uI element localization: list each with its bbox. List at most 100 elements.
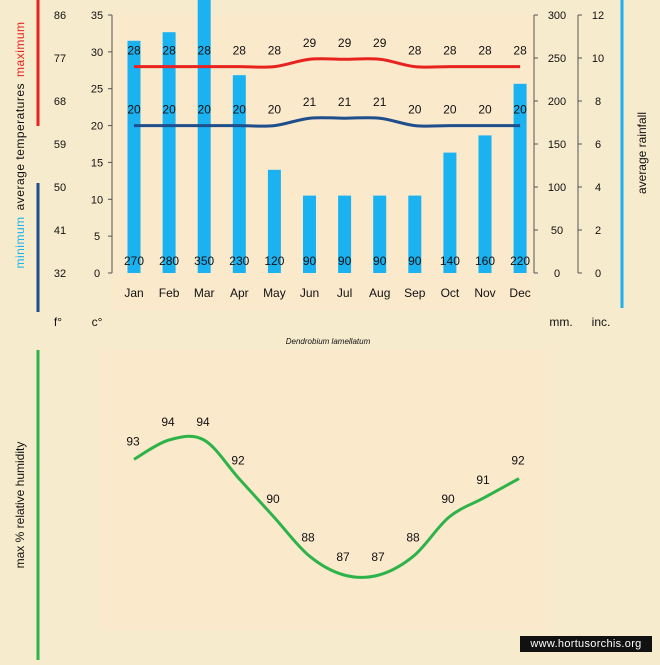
fahrenheit-unit-label: f° <box>54 315 62 329</box>
month-tick-label: Oct <box>441 286 460 300</box>
celsius-tick-label: 0 <box>94 268 100 280</box>
minimum-label: minimum <box>13 216 27 268</box>
maximum-label: maximum <box>13 21 27 77</box>
humidity-data-label: 92 <box>511 454 525 468</box>
mm-unit-label: mm. <box>549 315 572 329</box>
minimum-data-label: 20 <box>443 103 457 117</box>
fahrenheit-tick-label: 68 <box>54 96 66 108</box>
minimum-data-label: 20 <box>478 103 492 117</box>
fahrenheit-tick-label: 50 <box>54 182 66 194</box>
rainfall-data-label: 140 <box>440 254 460 268</box>
celsius-tick-label: 25 <box>91 84 103 96</box>
average-temperatures-label: average temperatures <box>13 83 27 210</box>
humidity-axis-label: max % relative humidity <box>13 442 27 569</box>
maximum-data-label: 28 <box>478 44 492 58</box>
minimum-data-label: 21 <box>373 95 387 109</box>
humidity-data-label: 94 <box>161 415 175 429</box>
humidity-data-label: 88 <box>301 531 315 545</box>
rainfall-data-label: 120 <box>264 254 284 268</box>
rainfall-inch-tick-label: 8 <box>595 96 601 108</box>
month-tick-label: Dec <box>509 286 530 300</box>
rainfall-bar <box>443 152 457 273</box>
month-tick-label: Feb <box>159 286 180 300</box>
month-tick-label: Jan <box>124 286 143 300</box>
rainfall-bar <box>478 135 492 273</box>
maximum-data-label: 28 <box>127 44 141 58</box>
fahrenheit-tick-label: 41 <box>54 225 66 237</box>
humidity-data-label: 91 <box>476 473 490 487</box>
humidity-data-label: 87 <box>371 550 385 564</box>
minimum-data-label: 20 <box>513 103 527 117</box>
maximum-data-label: 28 <box>408 44 422 58</box>
rainfall-mm-tick-label: 50 <box>551 225 563 237</box>
humidity-plot-area <box>100 350 552 630</box>
minimum-temperature-line <box>134 116 521 128</box>
celsius-tick-label: 5 <box>94 231 100 243</box>
rainfall-data-label: 350 <box>194 254 214 268</box>
rainfall-data-label: 230 <box>229 254 249 268</box>
temperature-axis-label: minimum average temperatures maximum <box>13 21 27 268</box>
maximum-data-label: 28 <box>513 44 527 58</box>
rainfall-bar <box>338 195 352 273</box>
watermark: www.hortusorchis.org <box>520 636 652 652</box>
minimum-data-label: 20 <box>162 103 176 117</box>
rainfall-data-label: 90 <box>338 254 352 268</box>
maximum-data-label: 29 <box>373 36 387 50</box>
rainfall-bar <box>513 83 527 273</box>
rainfall-bar <box>303 195 316 273</box>
month-tick-label: Nov <box>474 286 495 300</box>
humidity-data-label: 88 <box>406 531 420 545</box>
humidity-chart: max % relative humidity 93 94 94 92 90 88 87 87 8… <box>13 350 525 660</box>
maximum-data-label: 28 <box>268 44 282 58</box>
humidity-data-label: 92 <box>231 454 245 468</box>
celsius-tick-label: 20 <box>91 121 103 133</box>
fahrenheit-tick-label: 59 <box>54 139 66 151</box>
month-tick-label: Sep <box>404 286 426 300</box>
rainfall-data-label: 90 <box>373 254 387 268</box>
temperature-rainfall-chart: minimum average temperatures maximum averag… <box>13 0 649 346</box>
minimum-data-label: 20 <box>127 103 141 117</box>
celsius-tick-label: 35 <box>91 10 103 22</box>
celsius-unit-label: c° <box>92 315 103 329</box>
rainfall-mm-tick-label: 0 <box>554 268 560 280</box>
rainfall-inch-tick-label: 12 <box>592 10 604 22</box>
maximum-data-label: 29 <box>303 36 317 50</box>
rainfall-inch-tick-label: 2 <box>595 225 601 237</box>
rainfall-bar <box>373 195 387 273</box>
maximum-data-label: 28 <box>162 44 176 58</box>
rainfall-inch-tick-label: 0 <box>595 268 601 280</box>
celsius-tick-label: 30 <box>91 47 103 59</box>
rainfall-data-label: 270 <box>124 254 144 268</box>
humidity-data-label: 90 <box>441 492 455 506</box>
month-tick-label: Mar <box>194 286 215 300</box>
minimum-data-label: 20 <box>408 103 422 117</box>
rainfall-bar <box>267 169 281 273</box>
humidity-data-label: 94 <box>196 415 210 429</box>
fahrenheit-tick-label: 86 <box>54 10 66 22</box>
month-tick-label: Apr <box>230 286 249 300</box>
rainfall-inch-tick-label: 6 <box>595 139 601 151</box>
rainfall-bar <box>127 40 141 273</box>
maximum-data-label: 28 <box>233 44 247 58</box>
rainfall-mm-tick-label: 150 <box>548 139 566 151</box>
rainfall-bar <box>197 0 211 273</box>
rainfall-axis-label: average rainfall <box>635 112 649 194</box>
maximum-data-label: 29 <box>338 36 352 50</box>
humidity-line <box>133 434 520 579</box>
species-title: Dendrobium lamellatum <box>286 337 371 346</box>
fahrenheit-tick-label: 77 <box>54 53 66 65</box>
top-plot-area <box>112 15 534 310</box>
maximum-data-label: 28 <box>443 44 457 58</box>
celsius-tick-label: 10 <box>91 194 103 206</box>
inch-unit-label: inc. <box>592 315 611 329</box>
rainfall-data-label: 280 <box>159 254 179 268</box>
maximum-temperature-line <box>134 57 521 69</box>
rainfall-mm-tick-label: 100 <box>548 182 566 194</box>
rainfall-data-label: 90 <box>408 254 422 268</box>
minimum-data-label: 21 <box>303 95 317 109</box>
humidity-data-label: 87 <box>336 550 350 564</box>
rainfall-data-label: 160 <box>475 254 495 268</box>
minimum-data-label: 20 <box>198 103 212 117</box>
rainfall-bar <box>408 195 422 273</box>
